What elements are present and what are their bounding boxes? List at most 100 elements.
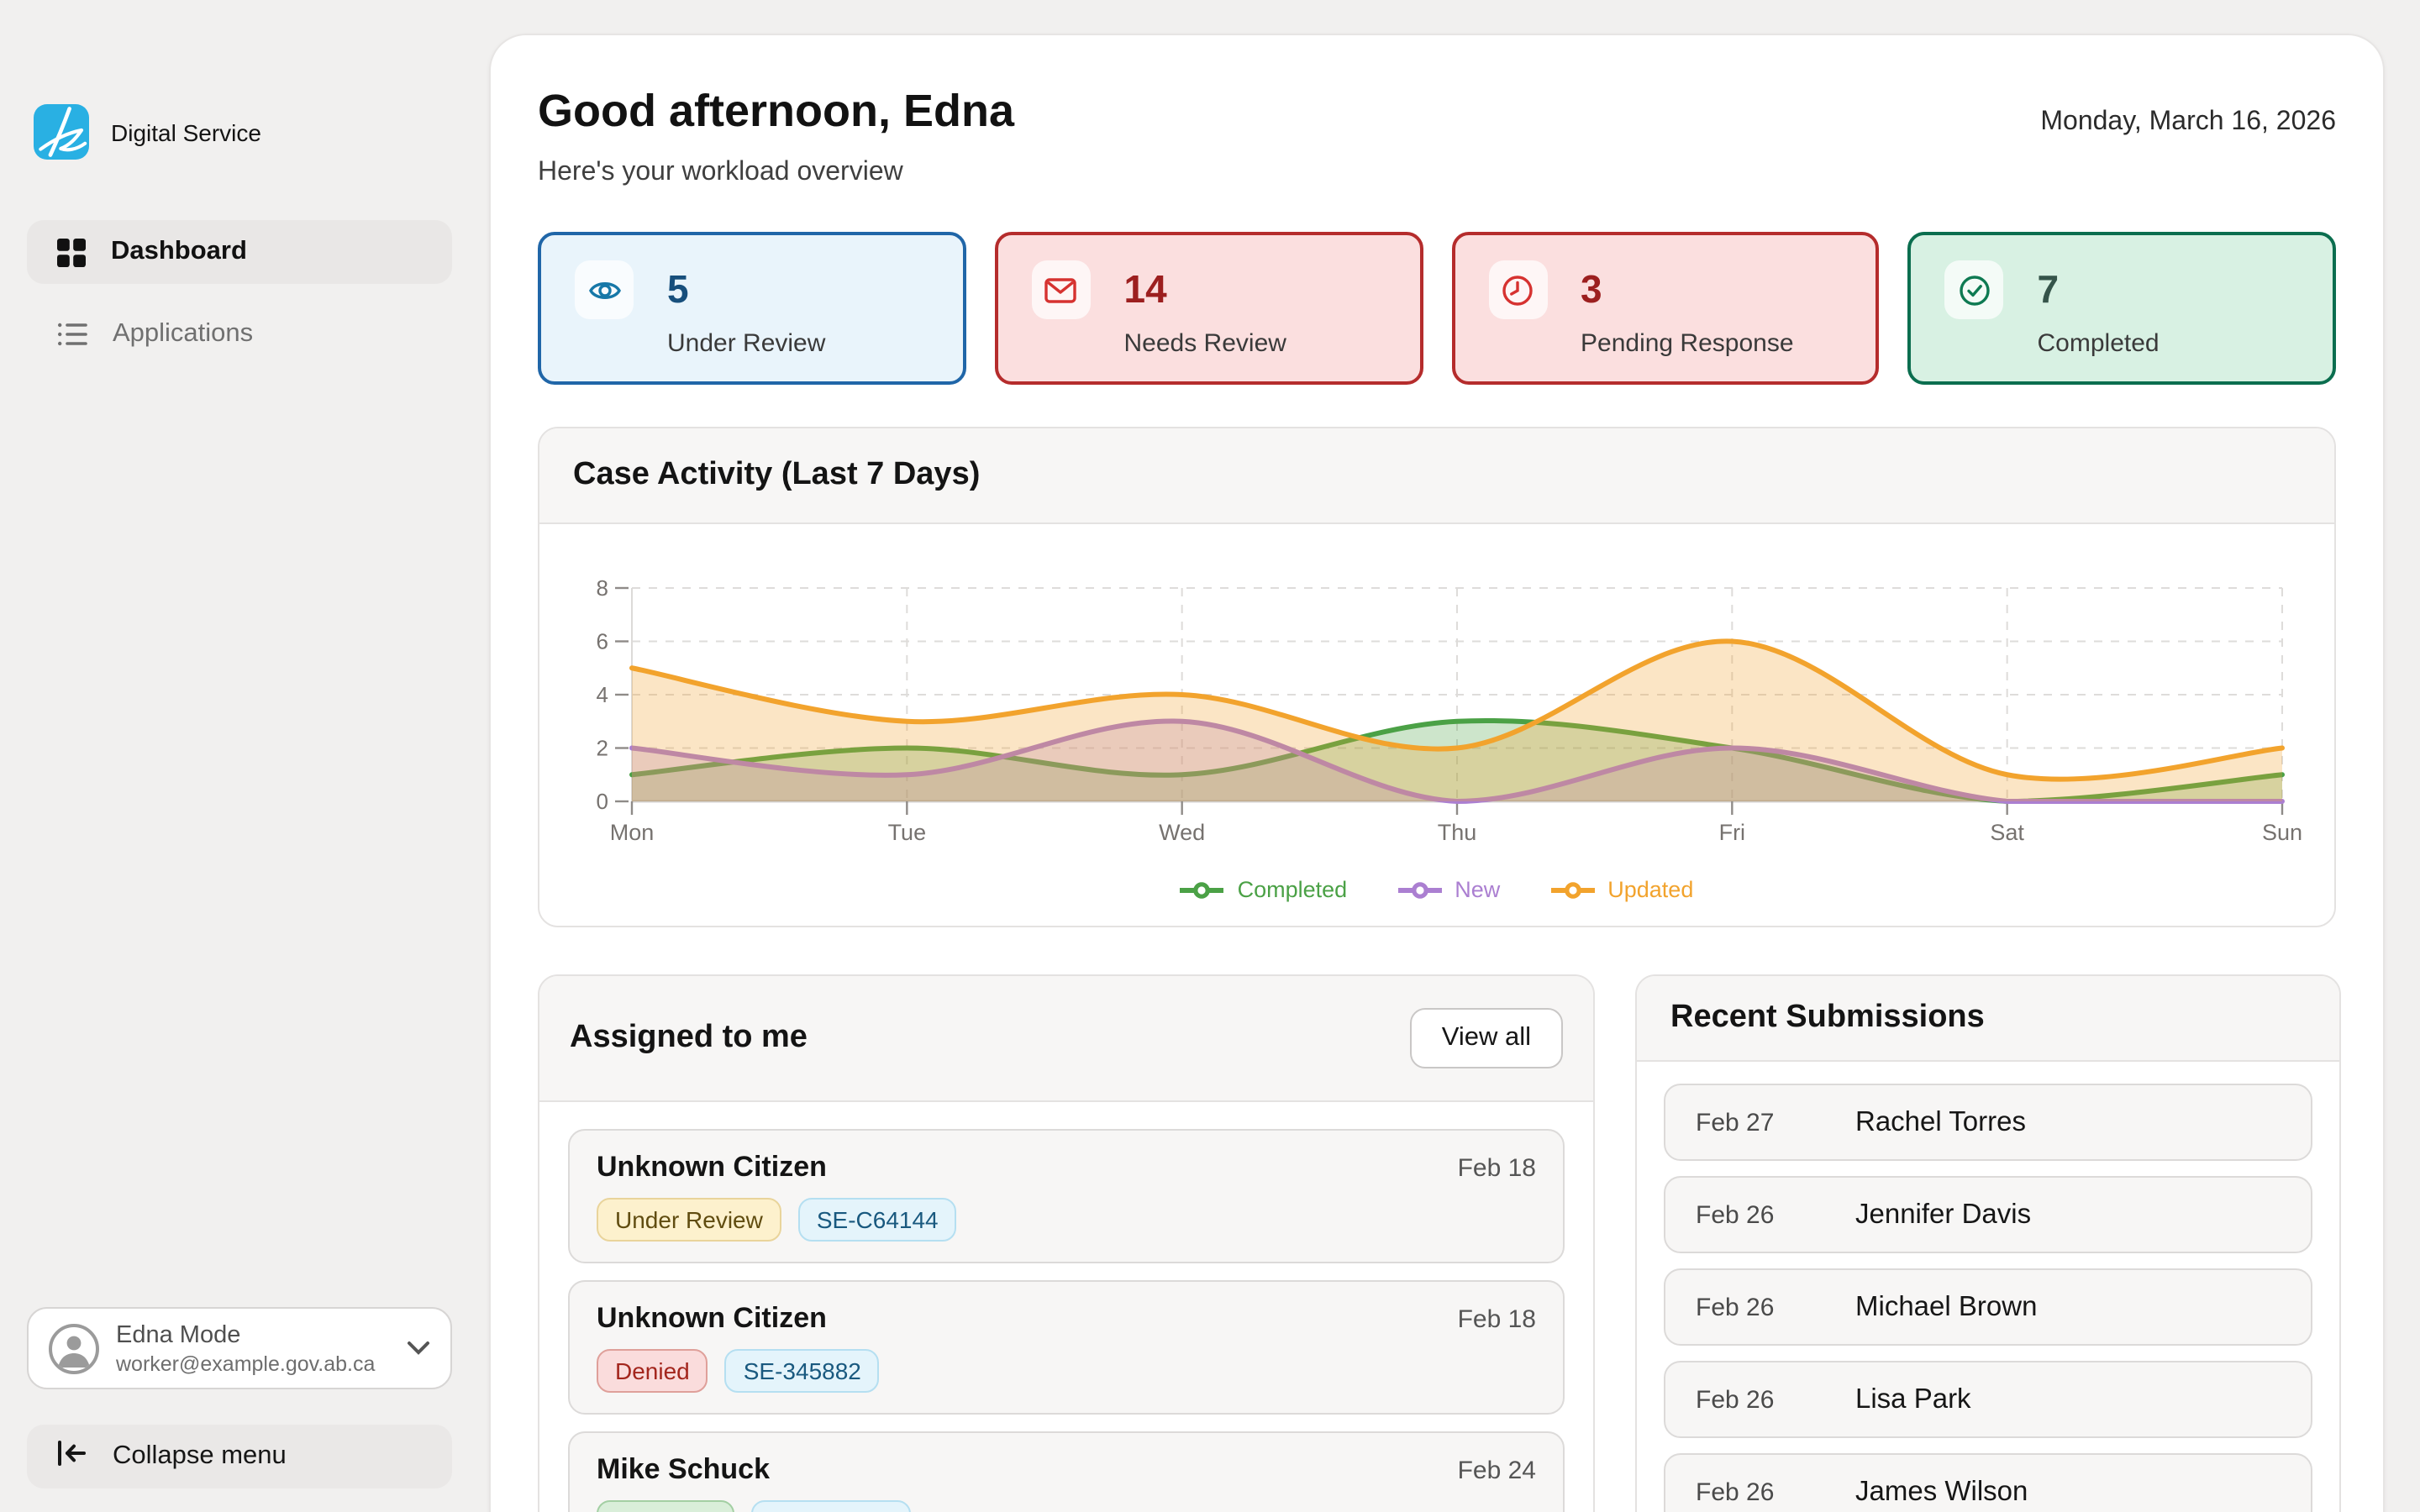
user-menu[interactable]: Edna Mode worker@example.gov.ab.ca	[27, 1307, 452, 1389]
assigned-title: Assigned to me	[570, 1020, 808, 1055]
main-content: Good afternoon, Edna Here's your workloa…	[489, 34, 2385, 1512]
submission-list-item[interactable]: Feb 26 James Wilson	[1664, 1453, 2312, 1512]
status-badge: Approved	[597, 1500, 734, 1512]
svg-text:Wed: Wed	[1159, 820, 1205, 845]
check-circle-icon	[1944, 260, 2004, 319]
submission-name: Lisa Park	[1855, 1383, 1971, 1414]
sidebar-item-dashboard[interactable]: Dashboard	[27, 220, 452, 284]
grid-icon	[57, 238, 86, 266]
submission-date: Feb 26	[1696, 1293, 1775, 1321]
stat-value: 14	[1123, 267, 1167, 311]
chart-title: Case Activity (Last 7 Days)	[573, 457, 981, 492]
clock-icon	[1488, 260, 1547, 319]
case-activity-panel: Case Activity (Last 7 Days) 0 2 4 6 8 Mon Tue W…	[538, 427, 2336, 927]
stat-card-pending-response[interactable]: 3 Pending Response	[1451, 232, 1880, 385]
stat-card-completed[interactable]: 7 Completed	[1907, 232, 2336, 385]
collapse-menu-button[interactable]: Collapse menu	[27, 1425, 452, 1488]
submission-date: Feb 26	[1696, 1200, 1775, 1229]
submission-date: Feb 26	[1696, 1385, 1775, 1414]
legend-marker-icon	[1397, 881, 1442, 898]
case-activity-chart: 0 2 4 6 8 Mon Tue Wed Thu Fri Sat Sun	[597, 575, 2302, 845]
svg-text:Fri: Fri	[1719, 820, 1745, 845]
submission-list-item[interactable]: Feb 27 Rachel Torres	[1664, 1084, 2312, 1161]
submission-name: Jennifer Davis	[1855, 1199, 2032, 1229]
bottom-panels: Assigned to me View all Unknown Citizen …	[538, 974, 2341, 1512]
submission-date: Feb 26	[1696, 1478, 1775, 1506]
legend-item[interactable]: Updated	[1550, 877, 1693, 902]
stat-card-needs-review[interactable]: 14 Needs Review	[994, 232, 1423, 385]
assigned-list: Unknown Citizen Feb 18 Under Review SE-C…	[539, 1102, 1593, 1512]
recent-title: Recent Submissions	[1670, 1000, 1985, 1035]
chart-legend: Completed New Updated	[587, 877, 2287, 902]
case-date: Feb 24	[1457, 1457, 1536, 1485]
case-date: Feb 18	[1457, 1154, 1536, 1183]
assigned-panel-header: Assigned to me View all	[539, 976, 1593, 1102]
current-date: Monday, March 16, 2026	[2040, 108, 2336, 136]
legend-marker-icon	[1180, 881, 1224, 898]
user-name: Edna Mode	[116, 1321, 241, 1348]
page-subtitle: Here's your workload overview	[538, 158, 903, 186]
stat-label: Pending Response	[1581, 329, 1794, 358]
legend-marker-icon	[1550, 881, 1595, 898]
legend-item[interactable]: New	[1397, 877, 1500, 902]
view-all-button[interactable]: View all	[1409, 1008, 1563, 1068]
chart-body: 0 2 4 6 8 Mon Tue Wed Thu Fri Sat Sun Completed New U…	[539, 524, 2334, 926]
case-name: Mike Schuck	[597, 1453, 770, 1485]
submission-name: Michael Brown	[1855, 1291, 2038, 1321]
case-name: Unknown Citizen	[597, 1151, 827, 1183]
stat-value: 7	[2037, 267, 2060, 311]
chart-panel-header: Case Activity (Last 7 Days)	[539, 428, 2334, 524]
sidebar-item-label: Dashboard	[111, 237, 247, 265]
svg-text:Tue: Tue	[888, 820, 927, 845]
user-email: worker@example.gov.ab.ca	[116, 1352, 376, 1375]
sidebar: Digital Service Dashboard	[27, 0, 452, 1512]
case-list-item[interactable]: Mike Schuck Feb 24 Approved SE-B1A075	[568, 1431, 1565, 1512]
svg-text:Sun: Sun	[2262, 820, 2302, 845]
mail-icon	[1031, 260, 1091, 319]
stat-value: 3	[1581, 267, 1602, 311]
submission-list-item[interactable]: Feb 26 Lisa Park	[1664, 1361, 2312, 1438]
collapse-icon	[57, 1439, 86, 1474]
svg-text:6: 6	[597, 629, 608, 654]
stat-card-under-review[interactable]: 5 Under Review	[538, 232, 966, 385]
submission-list-item[interactable]: Feb 26 Jennifer Davis	[1664, 1176, 2312, 1253]
submission-name: James Wilson	[1855, 1476, 2028, 1506]
sidebar-item-label: Applications	[113, 319, 254, 348]
case-id-badge: SE-345882	[724, 1349, 880, 1393]
stat-label: Needs Review	[1123, 329, 1286, 358]
chevron-down-icon	[407, 1333, 430, 1363]
avatar	[49, 1323, 99, 1373]
sidebar-nav: Dashboard Applications	[27, 220, 452, 385]
page-title: Good afternoon, Edna	[538, 86, 1014, 136]
submission-name: Rachel Torres	[1855, 1106, 2026, 1137]
submission-list-item[interactable]: Feb 26 Michael Brown	[1664, 1268, 2312, 1346]
svg-text:2: 2	[597, 736, 608, 761]
status-badge: Under Review	[597, 1198, 781, 1242]
brand-name: Digital Service	[111, 118, 261, 145]
assigned-to-me-panel: Assigned to me View all Unknown Citizen …	[538, 974, 1595, 1512]
legend-label: New	[1455, 877, 1501, 902]
submission-date: Feb 27	[1696, 1108, 1775, 1137]
list-icon	[57, 321, 87, 348]
stat-label: Under Review	[667, 329, 826, 358]
legend-label: Updated	[1607, 877, 1694, 902]
case-id-badge: SE-B1A075	[750, 1500, 912, 1512]
sidebar-item-applications[interactable]: Applications	[27, 302, 452, 366]
brand: Digital Service	[34, 104, 261, 160]
svg-text:0: 0	[597, 789, 608, 814]
case-list-item[interactable]: Unknown Citizen Feb 18 Under Review SE-C…	[568, 1129, 1565, 1263]
case-list-item[interactable]: Unknown Citizen Feb 18 Denied SE-345882	[568, 1280, 1565, 1415]
svg-text:Thu: Thu	[1438, 820, 1477, 845]
svg-text:Sat: Sat	[1990, 820, 2024, 845]
recent-panel-header: Recent Submissions	[1637, 976, 2339, 1062]
stat-cards: 5 Under Review 14 Needs Review	[538, 232, 2336, 385]
legend-item[interactable]: Completed	[1180, 877, 1347, 902]
svg-text:8: 8	[597, 575, 608, 601]
eye-icon	[575, 260, 634, 319]
recent-list: Feb 27 Rachel Torres Feb 26 Jennifer Dav…	[1637, 1062, 2339, 1512]
status-badge: Denied	[597, 1349, 708, 1393]
collapse-menu-label: Collapse menu	[113, 1441, 287, 1470]
svg-text:4: 4	[597, 682, 608, 707]
stat-label: Completed	[2037, 329, 2160, 358]
